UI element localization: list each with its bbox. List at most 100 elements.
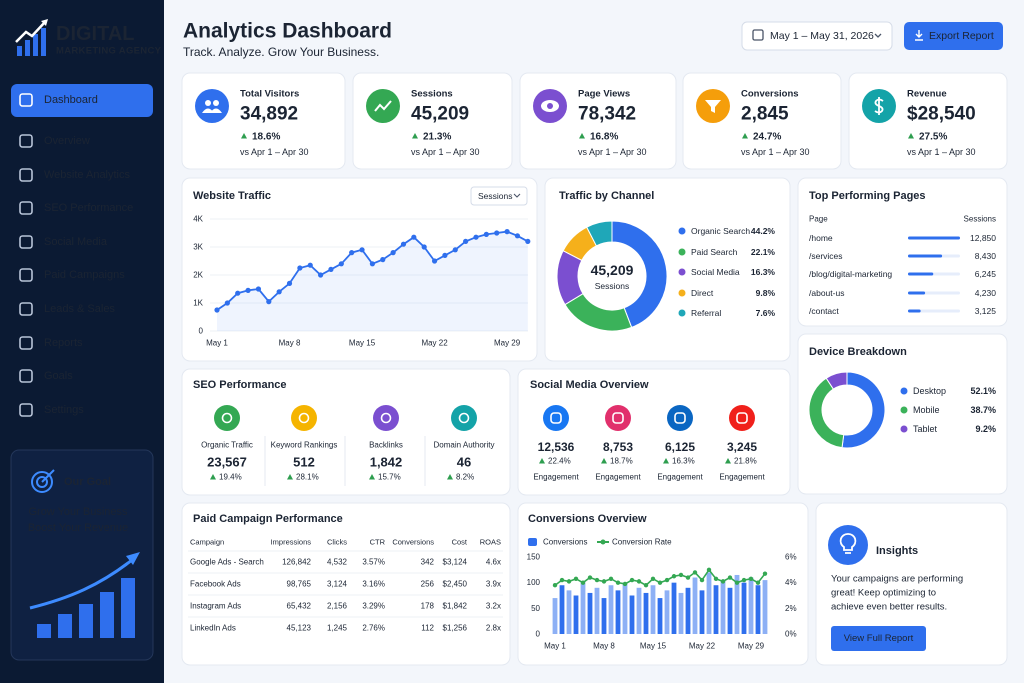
traffic-point — [380, 257, 386, 263]
kpi-compare: vs Apr 1 – Apr 30 — [240, 147, 309, 157]
seo-value: 46 — [457, 455, 471, 470]
page-title: Analytics Dashboard — [183, 20, 392, 43]
conversion-bar — [720, 580, 726, 634]
y-tick-label: 0 — [536, 630, 541, 639]
conversion-bar — [755, 585, 761, 634]
traffic-point — [318, 272, 324, 278]
traffic-point — [245, 287, 251, 293]
report-button-label[interactable]: View Full Report — [844, 633, 914, 644]
conversion-bar — [566, 590, 572, 634]
kpi-value: 2,845 — [741, 104, 789, 125]
insights-text: Your campaigns are performing — [831, 574, 963, 585]
table-cell: Instagram Ads — [190, 602, 241, 611]
nav-item[interactable]: Dashboard — [44, 94, 98, 106]
nav-item[interactable]: Leads & Sales — [44, 303, 115, 315]
card-title: Conversions Overview — [528, 513, 647, 525]
donut-center-value: 45,209 — [591, 262, 634, 278]
nav-item[interactable]: Goals — [44, 370, 73, 382]
column-header: CTR — [370, 538, 386, 547]
legend-swatch — [900, 406, 908, 414]
conversion-bar — [657, 598, 663, 634]
social-value: 3,245 — [727, 440, 757, 454]
page-sessions: 6,245 — [975, 269, 997, 279]
conversion-bar — [685, 587, 691, 634]
export-button[interactable] — [904, 22, 1003, 50]
card-title: Insights — [876, 545, 918, 557]
metric-select[interactable] — [470, 186, 528, 206]
bar — [908, 309, 921, 313]
legend-swatch — [678, 227, 686, 235]
conversion-bar — [622, 582, 628, 634]
nav-icon — [19, 369, 33, 383]
traffic-point — [514, 233, 521, 239]
nav-item[interactable]: Settings — [44, 404, 84, 416]
page-name: /contact — [809, 306, 839, 316]
conversion-bar — [762, 580, 768, 634]
kpi-icon — [195, 89, 229, 123]
social-value: 6,125 — [665, 440, 695, 454]
kpi-change: 18.6% — [252, 132, 280, 143]
seo-label: Backlinks — [369, 441, 403, 450]
nav-active-bg[interactable] — [11, 84, 153, 117]
export-label[interactable]: Export Report — [929, 30, 994, 42]
legend-label: Mobile — [913, 405, 940, 415]
rate-point — [608, 576, 614, 582]
kpi-value: 34,892 — [240, 104, 298, 125]
legend-label: Direct — [691, 288, 714, 298]
legend-swatch — [678, 248, 686, 256]
table-cell: Google Ads - Search — [190, 558, 264, 567]
card-title: Social Media Overview — [530, 379, 649, 391]
social-icon — [543, 405, 569, 431]
up-arrow — [210, 474, 216, 480]
nav-item[interactable]: Social Media — [44, 236, 108, 248]
table-cell: Facebook Ads — [190, 580, 241, 589]
table-cell: 1,245 — [327, 624, 348, 633]
table-cell: 3.9x — [486, 580, 501, 589]
rate-point — [552, 583, 558, 588]
donut-slice — [841, 371, 886, 449]
date-range[interactable]: May 1 – May 31, 2026 — [770, 30, 874, 42]
traffic-point — [525, 238, 531, 244]
x-tick-label: May 15 — [640, 642, 667, 651]
table-cell: 2.76% — [362, 624, 385, 633]
nav-icon — [19, 302, 33, 316]
x-tick-label: May 15 — [349, 339, 376, 348]
bar — [908, 254, 943, 258]
nav-item[interactable]: SEO Performance — [44, 202, 133, 214]
traffic-point — [411, 234, 417, 240]
seo-change: 15.7% — [378, 473, 401, 482]
conversion-bar — [692, 577, 698, 634]
seo-icon — [451, 405, 477, 431]
legend-label: Organic Search — [691, 226, 750, 236]
x-tick-label: May 22 — [421, 339, 448, 348]
x-tick-label: May 1 — [206, 339, 228, 348]
legend-swatch — [528, 538, 537, 546]
report-button[interactable] — [831, 626, 926, 651]
goal-icon — [31, 469, 55, 493]
up-arrow — [742, 133, 748, 139]
legend-swatch — [678, 289, 686, 297]
conversion-bar — [741, 582, 747, 634]
date-picker[interactable] — [741, 21, 893, 51]
x-tick-label: May 8 — [593, 642, 615, 651]
nav-item[interactable]: Paid Campaigns — [44, 269, 125, 281]
legend-value: 52.1% — [970, 386, 996, 396]
rate-point — [587, 575, 593, 580]
metric-select-label[interactable]: Sessions — [478, 191, 513, 201]
nav-item[interactable]: Overview — [44, 135, 90, 147]
traffic-point — [483, 231, 489, 237]
traffic-point — [494, 230, 500, 236]
traffic-point — [286, 280, 293, 286]
bar — [908, 236, 960, 240]
social-change: 16.3% — [672, 457, 695, 466]
nav-item[interactable]: Website Analytics — [44, 169, 131, 181]
x-tick-label: May 8 — [279, 339, 301, 348]
nav-item[interactable]: Reports — [44, 337, 83, 349]
table-cell: 2,156 — [327, 602, 348, 611]
conversion-bar — [678, 592, 684, 634]
conversion-bar — [713, 585, 719, 634]
y-tick-label: 150 — [527, 553, 541, 562]
nav-icon — [19, 168, 33, 182]
seo-value: 23,567 — [207, 455, 247, 470]
rate-point — [685, 575, 691, 580]
